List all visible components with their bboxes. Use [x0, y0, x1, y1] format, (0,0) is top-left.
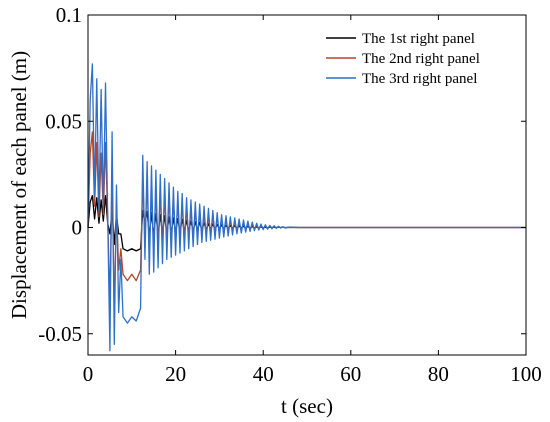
y-tick-label: 0 — [72, 216, 83, 240]
plot-frame — [87, 14, 527, 356]
y-axis: -0.05 0 0.05 0.1 — [38, 3, 526, 346]
x-tick-label: 80 — [428, 362, 449, 386]
legend: The 1st right panel The 2nd right panel Th… — [320, 30, 518, 88]
y-tick-label: -0.05 — [38, 322, 82, 346]
series-layer — [87, 63, 526, 352]
y-axis-label: Displacement of each panel (m) — [7, 51, 31, 319]
y-tick-label: 0.1 — [56, 3, 82, 27]
y-tick-label: 0.05 — [45, 109, 82, 133]
series-line-3 — [87, 63, 526, 352]
x-tick-label: 100 — [510, 362, 542, 386]
x-axis-label: t (sec) — [281, 394, 333, 418]
x-tick-label: 40 — [253, 362, 274, 386]
legend-label-3: The 3rd right panel — [362, 71, 477, 87]
legend-label-2: The 2nd right panel — [362, 51, 480, 67]
x-tick-label: 20 — [165, 362, 186, 386]
x-tick-label: 60 — [340, 362, 361, 386]
x-axis: 0 20 40 60 80 100 — [83, 15, 542, 386]
legend-label-1: The 1st right panel — [362, 31, 475, 47]
x-tick-label: 0 — [83, 362, 94, 386]
